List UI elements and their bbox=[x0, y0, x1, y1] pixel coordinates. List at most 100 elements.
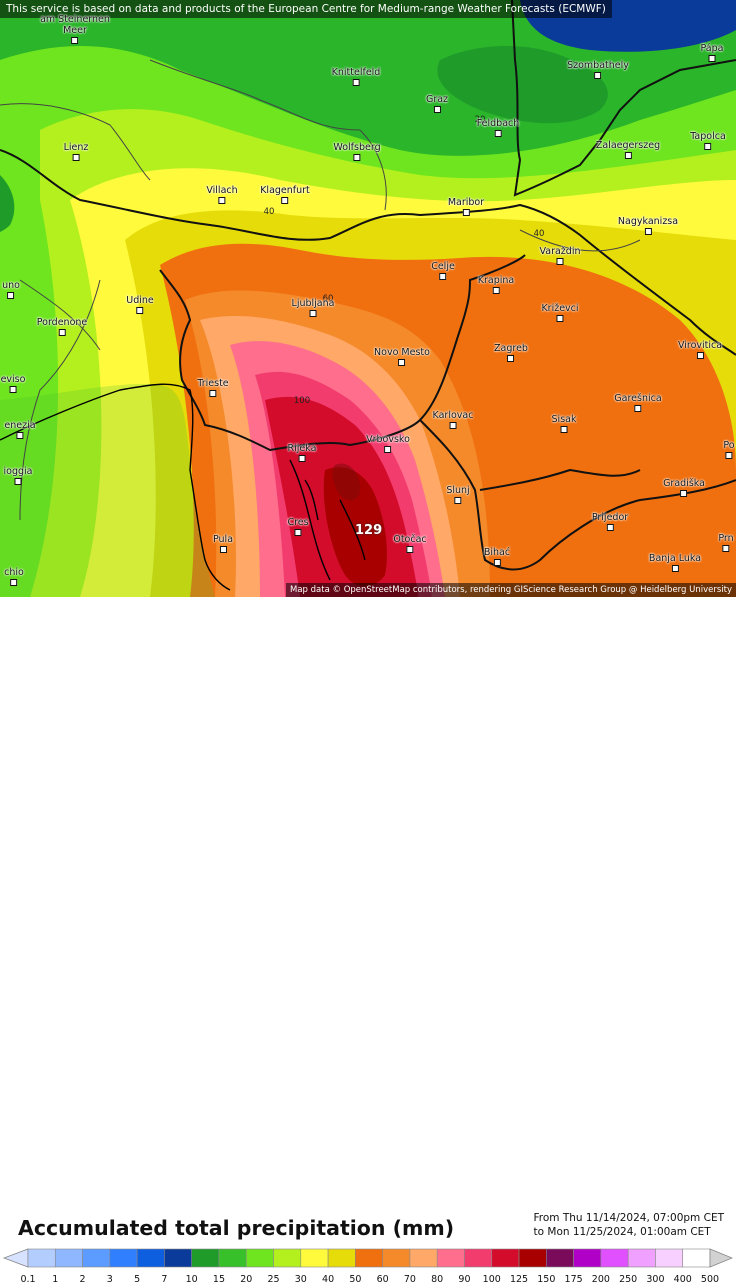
scale-swatch bbox=[655, 1248, 684, 1268]
city-marker-icon bbox=[58, 329, 66, 336]
city-label: Wolfsberg bbox=[333, 142, 381, 153]
city-label: Maribor bbox=[447, 197, 485, 208]
city-varazdin: Varaždin bbox=[540, 246, 581, 265]
precipitation-map[interactable]: This service is based on data and produc… bbox=[0, 0, 736, 597]
scale-swatch bbox=[164, 1248, 192, 1268]
city-marker-icon bbox=[624, 152, 632, 159]
scale-swatch bbox=[464, 1248, 493, 1268]
city-marker-icon bbox=[14, 478, 22, 485]
city-prijedor: Prijedor bbox=[592, 512, 628, 531]
city-label: Cres bbox=[287, 517, 309, 528]
scale-tick-label: 250 bbox=[619, 1274, 638, 1285]
city-vrbovsko: Vrbovsko bbox=[366, 434, 410, 453]
scale-tick-label: 125 bbox=[509, 1274, 529, 1285]
city-banja-luka: Banja Luka bbox=[649, 553, 701, 572]
scale-tick-label: 40 bbox=[322, 1274, 335, 1285]
city-label: Gradiška bbox=[663, 478, 705, 489]
city-udine: Udine bbox=[126, 295, 154, 314]
scale-tick-label: 50 bbox=[349, 1274, 362, 1285]
city-label: Villach bbox=[206, 185, 238, 196]
city-marker-icon bbox=[298, 455, 306, 462]
city-marker-icon bbox=[492, 287, 500, 294]
city-marker-icon bbox=[136, 307, 144, 314]
scale-swatch bbox=[382, 1248, 411, 1268]
scale-swatch bbox=[54, 1248, 83, 1268]
scale-swatch bbox=[300, 1248, 329, 1268]
city-label: Karlovac bbox=[432, 410, 474, 421]
city-label: Zalaegerszeg bbox=[595, 140, 661, 151]
contour-label: 100 bbox=[293, 396, 311, 406]
scale-tick-label: 25 bbox=[267, 1274, 280, 1285]
city-marker-icon bbox=[494, 130, 502, 137]
scale-tick-label: 7 bbox=[161, 1274, 168, 1285]
scale-swatch bbox=[436, 1248, 465, 1268]
city-marker-icon bbox=[398, 359, 406, 366]
city-bihac: Bihać bbox=[484, 547, 510, 566]
city-marker-icon bbox=[696, 352, 704, 359]
city-karlovac: Karlovac bbox=[432, 410, 474, 429]
city-marker-icon bbox=[353, 154, 361, 161]
scale-swatch bbox=[546, 1248, 574, 1268]
city-villach: Villach bbox=[206, 185, 238, 204]
scale-tick-label: 2 bbox=[79, 1274, 86, 1285]
city-label: Nagykanizsa bbox=[617, 216, 679, 227]
scale-tick-label: 1 bbox=[52, 1274, 59, 1285]
city-label: Pordenone bbox=[36, 317, 88, 328]
scale-swatch bbox=[27, 1248, 56, 1268]
city-label: Varaždin bbox=[539, 246, 581, 257]
city-papa: Pápa bbox=[701, 43, 723, 62]
city-uno: uno bbox=[2, 280, 20, 299]
scale-max-arrow bbox=[709, 1248, 734, 1268]
city-label: uno bbox=[2, 280, 20, 291]
scale-swatch bbox=[409, 1248, 438, 1268]
city-gaijesnica: Garešnica bbox=[614, 393, 662, 412]
scale-swatch bbox=[218, 1248, 247, 1268]
city-label: Virovitica bbox=[677, 340, 723, 351]
city-marker-icon bbox=[10, 579, 18, 586]
scale-swatch bbox=[82, 1248, 111, 1268]
scale-tick-label: 3 bbox=[106, 1274, 113, 1285]
city-marker-icon bbox=[708, 55, 716, 62]
period-from: From Thu 11/14/2024, 07:00pm CET bbox=[533, 1212, 724, 1224]
legend-footer: Accumulated total precipitation (mm) Fro… bbox=[0, 597, 736, 1285]
city-slunj: Slunj bbox=[446, 485, 470, 504]
scale-tick-label: 100 bbox=[482, 1274, 501, 1285]
contour-label: 40 bbox=[533, 229, 545, 239]
city-label: Po bbox=[723, 440, 735, 451]
city-marker-icon bbox=[71, 37, 79, 44]
city-marker-icon bbox=[722, 545, 730, 552]
city-label: Novo Mesto bbox=[374, 347, 430, 358]
city-cres: Cres bbox=[287, 517, 309, 536]
city-pordenone: Pordenone bbox=[36, 317, 88, 336]
city-marker-icon bbox=[219, 546, 227, 553]
city-prn: Prn bbox=[718, 533, 734, 552]
city-label: Graz bbox=[425, 94, 449, 105]
scale-swatch bbox=[327, 1248, 356, 1268]
city-gradiska: Gradiška bbox=[663, 478, 705, 497]
city-label: Otočac bbox=[393, 534, 427, 545]
city-marker-icon bbox=[560, 426, 568, 433]
city-marker-icon bbox=[384, 446, 392, 453]
scale-swatch bbox=[600, 1248, 629, 1268]
city-marker-icon bbox=[433, 106, 441, 113]
city-label: Ljubljana bbox=[291, 298, 335, 309]
city-ioggia: ioggia bbox=[4, 466, 32, 485]
scale-tick-label: 175 bbox=[564, 1274, 583, 1285]
scale-swatch bbox=[109, 1248, 138, 1268]
city-marker-icon bbox=[606, 524, 614, 531]
map-attribution: Map data © OpenStreetMap contributors, r… bbox=[286, 583, 736, 597]
city-marker-icon bbox=[671, 565, 679, 572]
city-novo-mesto: Novo Mesto bbox=[374, 347, 430, 366]
scale-tick-label: 150 bbox=[537, 1274, 556, 1285]
city-label: Szombathely bbox=[567, 60, 629, 71]
city-krapina: Krapina bbox=[478, 275, 514, 294]
city-label: Banja Luka bbox=[648, 553, 702, 564]
city-rijeka: Rijeka bbox=[287, 443, 317, 462]
city-label: Rijeka bbox=[287, 443, 317, 454]
city-marker-icon bbox=[644, 228, 652, 235]
city-marker-icon bbox=[406, 546, 414, 553]
scale-swatch bbox=[491, 1248, 520, 1268]
city-marker-icon bbox=[634, 405, 642, 412]
forecast-period: From Thu 11/14/2024, 07:00pm CET to Mon … bbox=[534, 1211, 724, 1239]
city-marker-icon bbox=[281, 197, 289, 204]
